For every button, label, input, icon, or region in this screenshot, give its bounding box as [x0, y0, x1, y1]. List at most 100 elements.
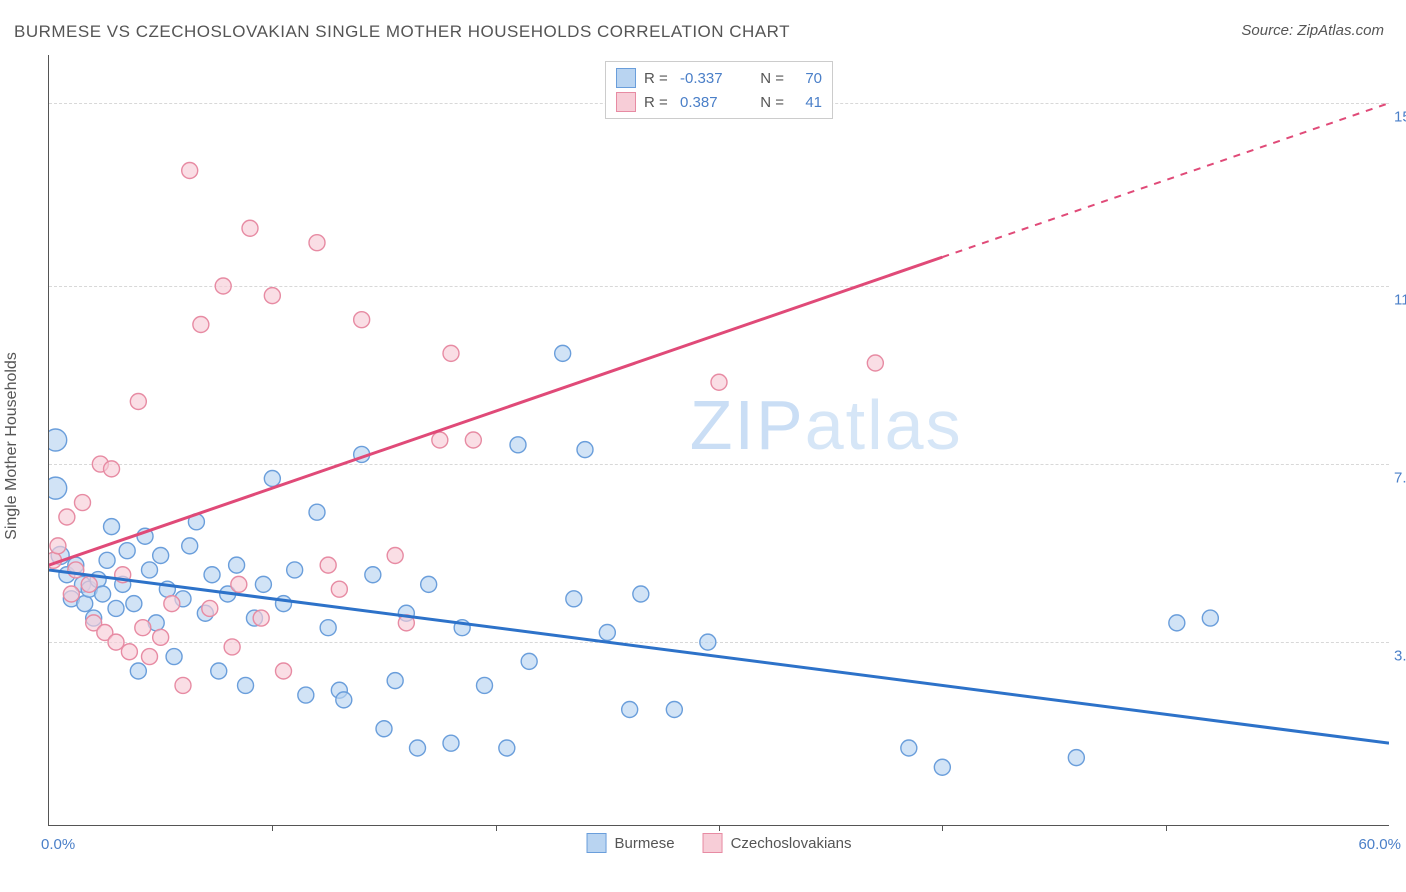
data-point — [126, 596, 142, 612]
n-value: 70 — [792, 70, 822, 87]
n-label: N = — [748, 94, 784, 111]
data-point — [242, 220, 258, 236]
plot-area: ZIPatlas 3.8%7.5%11.2%15.0% 0.0% 60.0% R… — [48, 55, 1389, 826]
data-point — [387, 548, 403, 564]
x-tick — [942, 825, 943, 831]
data-point — [121, 644, 137, 660]
regression-line — [49, 570, 1389, 743]
data-point — [622, 702, 638, 718]
data-point — [142, 562, 158, 578]
data-point — [633, 586, 649, 602]
series-legend-label: Czechoslovakians — [731, 835, 852, 852]
data-point — [331, 581, 347, 597]
data-point — [443, 345, 459, 361]
data-point — [354, 312, 370, 328]
data-point — [63, 586, 79, 602]
data-point — [264, 471, 280, 487]
data-point — [255, 576, 271, 592]
y-tick-label: 7.5% — [1394, 470, 1406, 487]
data-point — [182, 538, 198, 554]
data-point — [901, 740, 917, 756]
legend-swatch — [616, 68, 636, 88]
data-point — [130, 394, 146, 410]
data-point — [298, 687, 314, 703]
data-point — [309, 504, 325, 520]
data-point — [1202, 610, 1218, 626]
data-point — [50, 538, 66, 554]
legend-swatch — [703, 833, 723, 853]
data-point — [104, 519, 120, 535]
data-point — [135, 620, 151, 636]
series-legend: Burmese Czechoslovakians — [587, 833, 852, 853]
y-tick-label: 11.2% — [1394, 292, 1406, 309]
data-point — [108, 600, 124, 616]
source-name: ZipAtlas.com — [1297, 22, 1384, 39]
data-point — [153, 548, 169, 564]
chart-title: BURMESE VS CZECHOSLOVAKIAN SINGLE MOTHER… — [14, 22, 790, 42]
data-point — [443, 735, 459, 751]
data-point — [1068, 750, 1084, 766]
data-point — [119, 543, 135, 559]
data-point — [142, 649, 158, 665]
data-point — [49, 477, 67, 499]
data-point — [193, 317, 209, 333]
data-point — [253, 610, 269, 626]
data-point — [153, 629, 169, 645]
data-point — [81, 576, 97, 592]
n-label: N = — [748, 70, 784, 87]
data-point — [77, 596, 93, 612]
x-axis-max-label: 60.0% — [1358, 836, 1401, 853]
data-point — [666, 702, 682, 718]
data-point — [287, 562, 303, 578]
r-label: R = — [644, 70, 672, 87]
data-point — [566, 591, 582, 607]
data-point — [182, 163, 198, 179]
data-point — [175, 677, 191, 693]
data-point — [104, 461, 120, 477]
x-axis-min-label: 0.0% — [41, 836, 75, 853]
x-tick — [496, 825, 497, 831]
correlation-legend-row: R = 0.387N =41 — [616, 90, 822, 114]
correlation-legend-row: R = -0.337 N = 70 — [616, 66, 822, 90]
data-point — [49, 429, 67, 451]
x-tick — [1166, 825, 1167, 831]
data-point — [499, 740, 515, 756]
data-point — [108, 634, 124, 650]
data-point — [59, 509, 75, 525]
data-point — [376, 721, 392, 737]
source-prefix: Source: — [1241, 22, 1297, 39]
legend-swatch — [616, 92, 636, 112]
series-legend-label: Burmese — [615, 835, 675, 852]
data-point — [410, 740, 426, 756]
legend-swatch — [587, 833, 607, 853]
y-tick-label: 3.8% — [1394, 648, 1406, 665]
r-value: -0.337 — [680, 70, 740, 87]
data-point — [711, 374, 727, 390]
y-tick-label: 15.0% — [1394, 109, 1406, 126]
data-point — [231, 576, 247, 592]
data-point — [166, 649, 182, 665]
data-point — [577, 442, 593, 458]
data-point — [1169, 615, 1185, 631]
data-point — [164, 596, 180, 612]
data-point — [465, 432, 481, 448]
data-point — [320, 620, 336, 636]
data-point — [510, 437, 526, 453]
data-point — [555, 345, 571, 361]
data-point — [365, 567, 381, 583]
series-legend-item: Czechoslovakians — [703, 833, 852, 853]
data-point — [202, 600, 218, 616]
data-point — [224, 639, 240, 655]
series-legend-item: Burmese — [587, 833, 675, 853]
data-point — [309, 235, 325, 251]
data-point — [320, 557, 336, 573]
data-point — [700, 634, 716, 650]
n-value: 41 — [792, 94, 822, 111]
data-point — [264, 288, 280, 304]
regression-line-dashed — [942, 103, 1389, 257]
data-point — [867, 355, 883, 371]
data-point — [276, 663, 292, 679]
data-point — [204, 567, 220, 583]
data-point — [95, 586, 111, 602]
data-point — [75, 495, 91, 511]
